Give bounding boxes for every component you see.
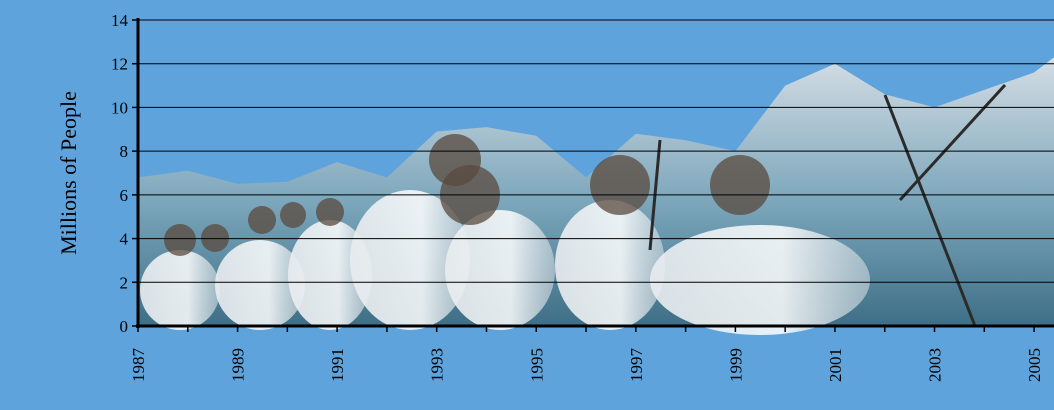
x-tick-label: 1999 — [726, 348, 745, 382]
axes — [136, 18, 1054, 328]
photo-figure — [201, 224, 229, 252]
y-tick-label: 14 — [111, 11, 129, 30]
gridlines — [138, 19, 1054, 283]
x-tick-label: 1995 — [527, 348, 546, 382]
photo-area — [138, 57, 1054, 335]
y-axis-ticks: 0 2 4 6 8 10 12 14 — [111, 11, 138, 336]
photo-figure — [280, 202, 306, 228]
x-tick-label: 1991 — [328, 348, 347, 382]
y-tick-label: 4 — [120, 230, 129, 249]
y-tick-label: 8 — [120, 142, 129, 161]
photo-figure — [164, 224, 196, 256]
y-tick-label: 6 — [120, 186, 129, 205]
photo-figure — [555, 200, 665, 330]
y-axis-title: Millions of People — [56, 91, 81, 255]
x-tick-label: 2005 — [1025, 348, 1044, 382]
photo-figure — [590, 155, 650, 215]
x-tick-label: 1987 — [129, 348, 148, 383]
photo-figure — [316, 198, 344, 226]
photo-figure — [140, 250, 220, 330]
photo-rod — [898, 83, 1007, 202]
y-tick-label: 0 — [120, 317, 129, 336]
y-tick-label: 2 — [120, 273, 129, 292]
photo-figure — [650, 225, 870, 335]
photo-figure — [350, 190, 470, 330]
photo-figure — [248, 206, 276, 234]
x-tick-label: 1989 — [229, 348, 248, 382]
x-tick-label: 2003 — [926, 348, 945, 382]
photo-figure — [215, 240, 305, 330]
x-tick-label: 1997 — [627, 348, 646, 383]
photo-rod — [883, 94, 977, 327]
x-tick-label: 2001 — [826, 348, 845, 382]
y-tick-label: 12 — [111, 55, 128, 74]
photo-figure — [710, 155, 770, 215]
x-axis-ticks: 1987 1989 1991 1993 1995 1997 1999 2001 2003 2005 — [129, 326, 1044, 382]
x-tick-label: 1993 — [428, 348, 447, 382]
photo-figure — [445, 210, 555, 330]
y-tick-label: 10 — [111, 98, 128, 117]
